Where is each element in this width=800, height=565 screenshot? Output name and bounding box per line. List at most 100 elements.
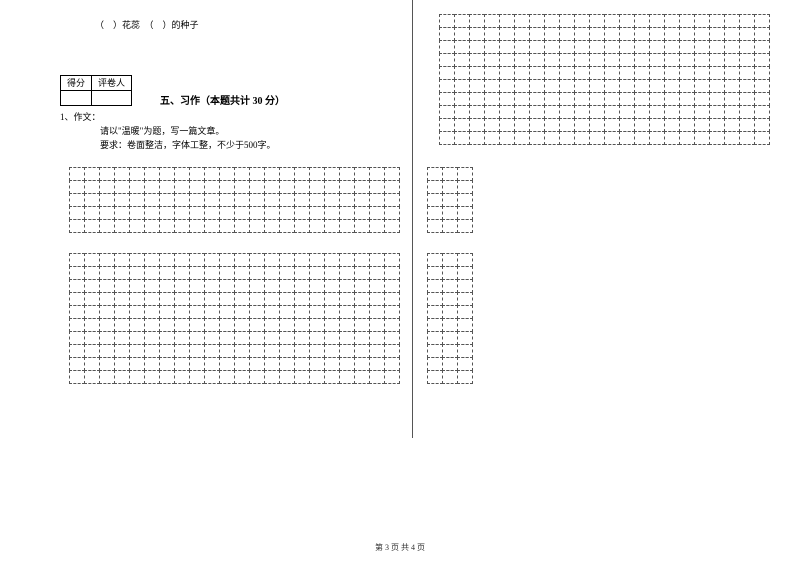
grid-cell bbox=[442, 279, 458, 293]
grid-cell bbox=[427, 305, 443, 319]
grid-cell bbox=[544, 66, 560, 80]
grid-cell bbox=[114, 370, 130, 384]
grid-cell bbox=[559, 92, 575, 106]
grid-cell bbox=[354, 206, 370, 220]
grid-cell bbox=[679, 92, 695, 106]
grid-cell bbox=[484, 79, 500, 93]
grid-cell bbox=[84, 219, 100, 233]
grid-cell bbox=[189, 292, 205, 306]
grid-cell bbox=[457, 344, 473, 358]
grid-cell bbox=[84, 279, 100, 293]
grid-cell bbox=[442, 370, 458, 384]
grid-cell bbox=[189, 219, 205, 233]
grid-cell bbox=[724, 53, 740, 67]
grid-cell bbox=[559, 79, 575, 93]
grid-cell bbox=[69, 279, 85, 293]
grid-cell bbox=[219, 167, 235, 181]
grid-cell bbox=[99, 180, 115, 194]
grid-cell bbox=[234, 180, 250, 194]
grid-cell bbox=[634, 27, 650, 41]
grid-cell bbox=[514, 92, 530, 106]
grid-cell bbox=[339, 193, 355, 207]
grid-cell bbox=[664, 105, 680, 119]
grid-cell bbox=[634, 66, 650, 80]
grid-cell bbox=[324, 266, 340, 280]
grid-cell bbox=[354, 370, 370, 384]
grid-cell bbox=[234, 167, 250, 181]
grid-cell bbox=[339, 180, 355, 194]
score-table: 得分 评卷人 bbox=[60, 75, 132, 106]
grid-cell bbox=[279, 357, 295, 371]
grid-cell bbox=[84, 193, 100, 207]
grid-cell bbox=[69, 370, 85, 384]
grid-cell bbox=[339, 266, 355, 280]
grid-cell bbox=[384, 206, 400, 220]
grid-cell bbox=[219, 305, 235, 319]
grid-cell bbox=[439, 92, 455, 106]
grid-cell bbox=[114, 180, 130, 194]
grid-cell bbox=[739, 131, 755, 145]
grid-cell bbox=[427, 357, 443, 371]
grid-cell bbox=[454, 105, 470, 119]
grid-cell bbox=[499, 131, 515, 145]
grid-cell bbox=[709, 92, 725, 106]
grid-cell bbox=[159, 370, 175, 384]
grid-cell bbox=[559, 14, 575, 28]
grid-cell bbox=[204, 305, 220, 319]
grid-cell bbox=[514, 66, 530, 80]
grid-cell bbox=[529, 118, 545, 132]
grid-cell bbox=[324, 180, 340, 194]
grid-cell bbox=[189, 357, 205, 371]
grid-cell bbox=[544, 40, 560, 54]
grid-cell bbox=[279, 292, 295, 306]
grid-cell bbox=[144, 193, 160, 207]
grid-cell bbox=[354, 292, 370, 306]
grid-cell bbox=[279, 266, 295, 280]
grid-cell bbox=[484, 105, 500, 119]
grid-cell bbox=[649, 92, 665, 106]
grid-cell bbox=[384, 370, 400, 384]
grid-cell bbox=[99, 331, 115, 345]
grid-cell bbox=[369, 279, 385, 293]
grid-cell bbox=[129, 253, 145, 267]
grid-cell bbox=[114, 305, 130, 319]
grid-cell bbox=[739, 40, 755, 54]
grid-cell bbox=[309, 279, 325, 293]
grid-cell bbox=[589, 66, 605, 80]
grid-cell bbox=[174, 305, 190, 319]
grid-cell bbox=[159, 219, 175, 233]
grid-cell bbox=[442, 180, 458, 194]
grid-cell bbox=[574, 92, 590, 106]
grid-cell bbox=[457, 292, 473, 306]
prompt-line-1: 请以"温暖"为题，写一篇文章。 bbox=[100, 124, 224, 138]
grid-cell bbox=[324, 279, 340, 293]
grid-cell bbox=[174, 253, 190, 267]
grid-cell bbox=[694, 92, 710, 106]
grid-cell bbox=[384, 219, 400, 233]
grid-cell bbox=[709, 79, 725, 93]
grid-cell bbox=[69, 206, 85, 220]
grid-cell bbox=[664, 92, 680, 106]
grid-cell bbox=[234, 193, 250, 207]
grid-cell bbox=[619, 53, 635, 67]
grid-cell bbox=[589, 53, 605, 67]
grid-cell bbox=[589, 79, 605, 93]
grid-cell bbox=[189, 180, 205, 194]
grid-cell bbox=[514, 118, 530, 132]
grid-cell bbox=[354, 266, 370, 280]
grid-cell bbox=[439, 105, 455, 119]
grid-cell bbox=[679, 118, 695, 132]
grid-cell bbox=[384, 180, 400, 194]
grid-cell bbox=[679, 53, 695, 67]
grid-cell bbox=[159, 331, 175, 345]
grid-cell bbox=[724, 40, 740, 54]
grid-cell bbox=[204, 206, 220, 220]
grid-cell bbox=[499, 66, 515, 80]
grid-cell bbox=[249, 253, 265, 267]
grid-cell bbox=[739, 118, 755, 132]
grid-cell bbox=[457, 357, 473, 371]
grid-cell bbox=[309, 253, 325, 267]
grid-cell bbox=[739, 27, 755, 41]
grid-cell bbox=[619, 118, 635, 132]
grid-cell bbox=[174, 331, 190, 345]
